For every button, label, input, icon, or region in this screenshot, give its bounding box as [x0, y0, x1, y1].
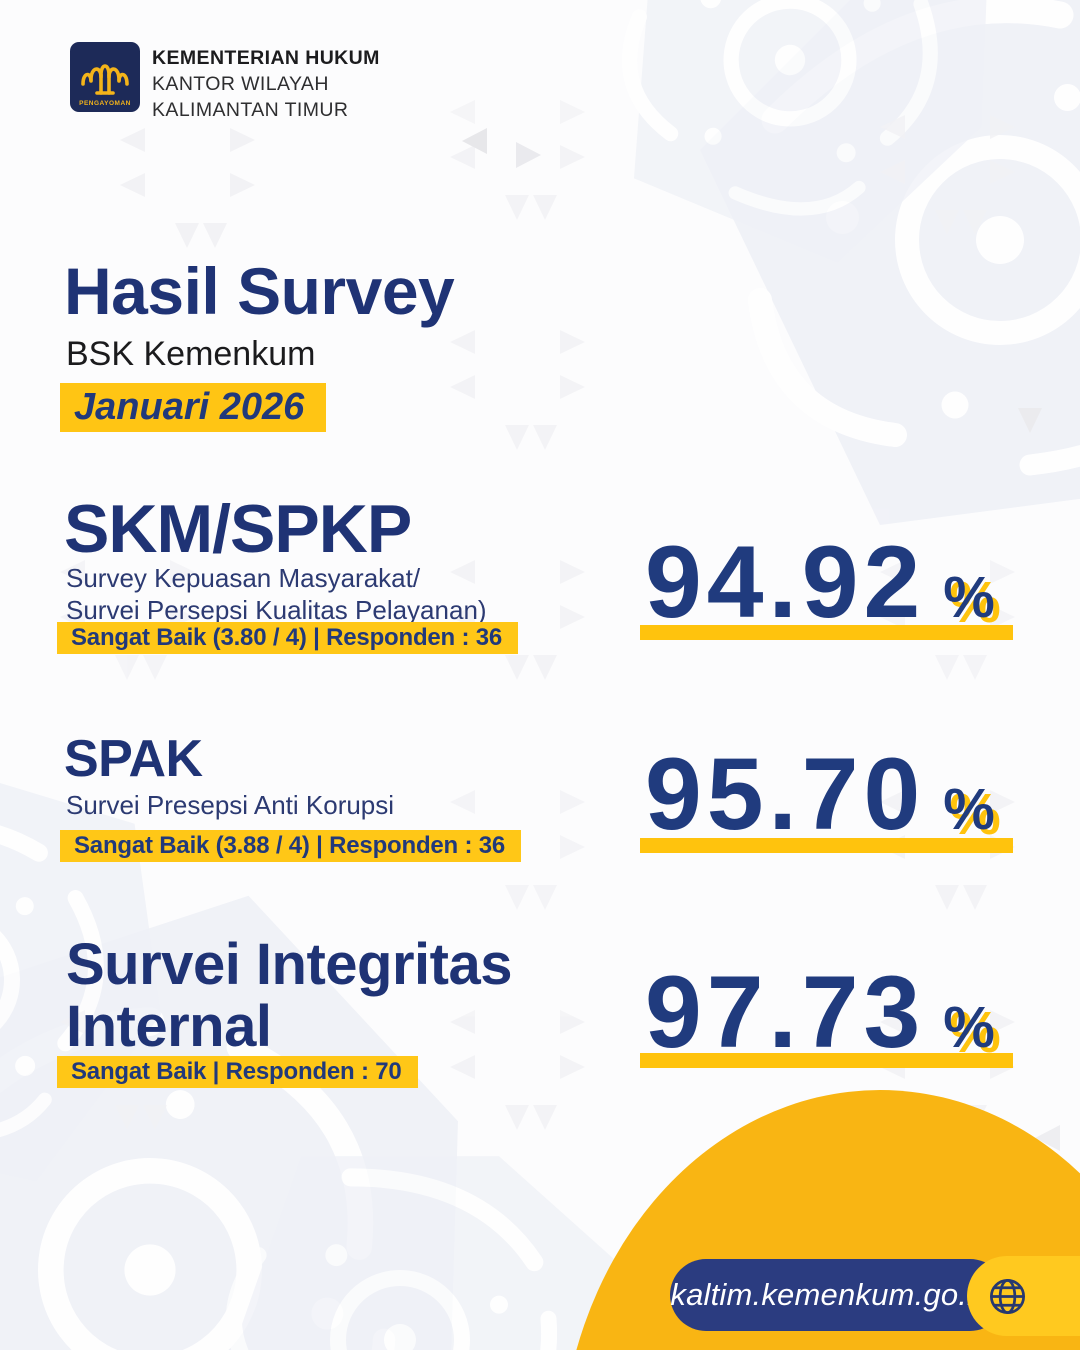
- score-value: 94.92: [645, 525, 926, 639]
- survey-description-line: Survei Presepsi Anti Korupsi: [66, 790, 395, 820]
- org-office: KANTOR WILAYAH: [152, 73, 329, 95]
- survey-name-line: Survei Integritas: [66, 932, 512, 997]
- survey-score: 97.73 %: [645, 955, 995, 1069]
- percent-sign: %: [943, 777, 995, 842]
- survey-name: SKM/SPKP: [64, 491, 412, 567]
- kemenkum-logo: PENGAYOMAN: [70, 42, 140, 112]
- survey-name-line: Internal: [66, 994, 272, 1059]
- period-badge: Januari 2026: [60, 383, 327, 432]
- website-url: kaltim.kemenkum.go.id: [670, 1277, 992, 1312]
- globe-icon: [985, 1274, 1030, 1319]
- logo-caption: PENGAYOMAN: [79, 100, 131, 107]
- rating-badge: Sangat Baik (3.80 / 4) | Responden : 36: [57, 622, 519, 654]
- score-underline: [640, 838, 1013, 853]
- percent-sign: %: [943, 995, 995, 1060]
- score-underline: [640, 1053, 1013, 1068]
- survey-name: SPAK: [64, 730, 203, 788]
- score-value: 95.70: [645, 737, 926, 851]
- org-region: KALIMANTAN TIMUR: [152, 99, 349, 121]
- survey-description: Survey Kepuasan Masyarakat/ Survei Perse…: [66, 562, 487, 626]
- org-ministry: KEMENTERIAN HUKUM: [152, 47, 380, 69]
- percent-sign: %: [943, 565, 995, 630]
- score-value: 97.73: [645, 955, 926, 1069]
- survey-score: 94.92 %: [645, 525, 995, 639]
- page-title: Hasil Survey: [64, 254, 455, 328]
- survey-description-line: Survei Persepsi Kualitas Pelayanan): [66, 595, 487, 625]
- rating-badge: Sangat Baik | Responden : 70: [57, 1056, 418, 1088]
- survey-name: Survei Integritas Internal: [66, 934, 512, 1058]
- score-underline: [640, 625, 1013, 640]
- survey-description-line: Survey Kepuasan Masyarakat/: [66, 563, 421, 593]
- page-subtitle: BSK Kemenkum: [66, 335, 316, 373]
- survey-description: Survei Presepsi Anti Korupsi: [66, 789, 394, 821]
- pengayoman-emblem-icon: [81, 64, 129, 95]
- org-header: KEMENTERIAN HUKUM KANTOR WILAYAH KALIMAN…: [152, 45, 380, 123]
- website-link[interactable]: kaltim.kemenkum.go.id: [670, 1259, 1006, 1331]
- rating-badge: Sangat Baik (3.88 / 4) | Responden : 36: [60, 830, 522, 862]
- survey-score: 95.70 %: [645, 737, 995, 851]
